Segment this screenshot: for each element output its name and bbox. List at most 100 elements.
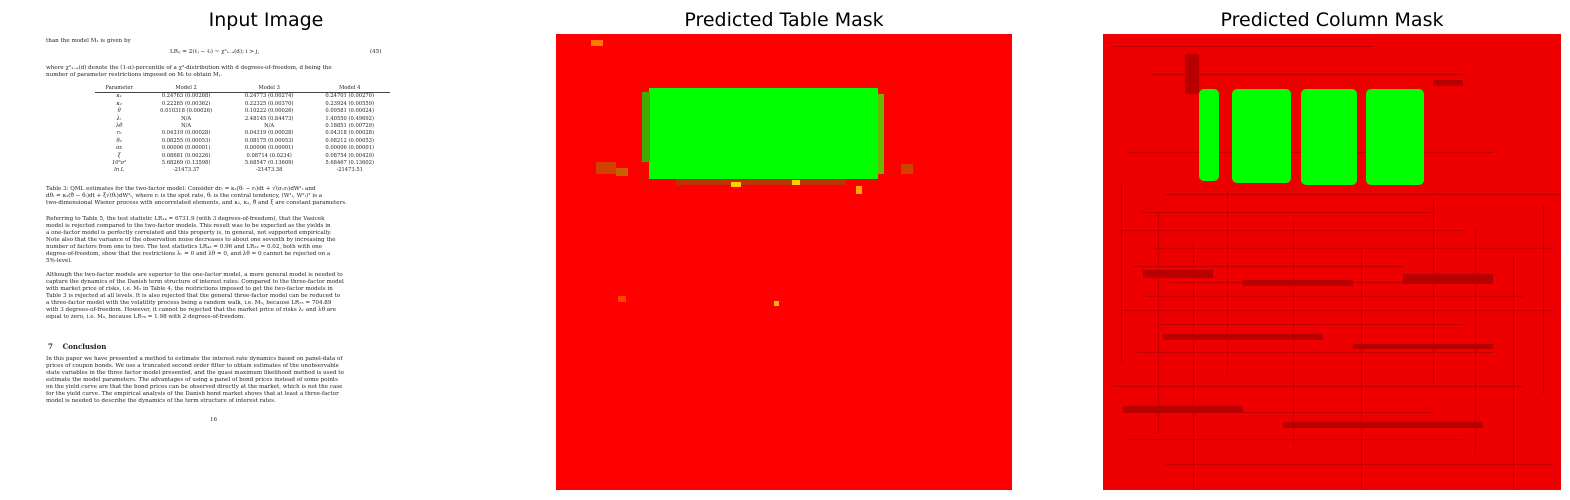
mask-noise-block	[1353, 344, 1493, 349]
table-row: θ₀ 0.08255 (0.00053) 0.08175 (0.00053) 0.08…	[95, 138, 390, 145]
table-cell: 5.68547 (0.13609)	[244, 160, 294, 167]
paragraph-line: with 3 degrees-of-freedom. However, it c…	[46, 307, 337, 313]
table-cell: σε	[115, 145, 123, 152]
paragraph-line: number of factors from one to two. The t…	[46, 244, 323, 250]
table-cell: θ	[117, 108, 121, 115]
table-row: ln L -21473.37 -21473.38 -21473.51	[95, 167, 390, 174]
table-cell: θ₀	[116, 137, 122, 144]
mask-noise	[774, 301, 779, 306]
equation-number: (45)	[370, 49, 382, 55]
mask-noise-block	[1243, 280, 1353, 286]
table-cell: 0.00006 (0.00001)	[325, 145, 375, 152]
paragraph-line: a three-factor model with the volatility…	[46, 300, 332, 306]
mask-noise-line	[1165, 464, 1553, 465]
table-row: λθ N/A N/A 0.18851 (0.00729)	[95, 123, 390, 130]
table-row: κ₁ 0.24763 (0.00268) 0.24773 (0.00274) 0.24…	[95, 93, 390, 101]
mask-noise-line	[1150, 74, 1463, 75]
paragraph-line: degree-of-freedom, show that the restric…	[46, 251, 331, 257]
table-cell: -21473.51	[336, 167, 363, 174]
mask-noise-line	[1433, 198, 1434, 384]
table-row: λᵣ N/A 2.48145 (0.84473) 1.40550 (0.49692)	[95, 116, 390, 123]
paragraph-line: estimate the model parameters. The advan…	[46, 377, 339, 383]
section-heading: 7 Conclusion	[48, 342, 106, 351]
mask-noise	[901, 164, 913, 174]
table-cell: N/A	[264, 123, 275, 130]
table-cell: 0.08754 (0.00429)	[325, 152, 375, 159]
table-cell: 1.40550 (0.49692)	[325, 115, 375, 122]
mask-noise-line	[1361, 249, 1362, 490]
mask-noise	[642, 92, 650, 162]
paragraph-line: In this paper we have presented a method…	[46, 356, 343, 362]
paragraph-line: model is rejected compared to the two-fa…	[46, 223, 331, 229]
column-mask-region-3	[1301, 89, 1357, 185]
mask-noise	[596, 162, 616, 174]
mask-noise	[856, 186, 862, 194]
table-body: κ₁ 0.24763 (0.00268) 0.24773 (0.00274) 0.24…	[95, 93, 390, 175]
table-cell: λᵣ	[116, 115, 122, 122]
table-cell: 5.68467 (0.13602)	[325, 160, 375, 167]
section-title: Conclusion	[62, 342, 107, 351]
mask-noise-line	[1118, 230, 1463, 231]
mask-noise-line	[1293, 220, 1294, 444]
column-mask-title: Predicted Column Mask	[1220, 9, 1444, 31]
paragraph-line: with market price of risks, i.e. M₇ in T…	[46, 286, 333, 292]
table-cell: 0.08255 (0.00053)	[161, 137, 211, 144]
mask-noise-line	[1128, 439, 1463, 440]
mask-noise-line	[1158, 213, 1159, 434]
table-row: ξ 0.08681 (0.00226) 0.08714 (0.0234) 0.0875…	[95, 153, 390, 160]
mask-noise-line	[1164, 194, 1561, 195]
column-mask-region-4	[1366, 89, 1424, 185]
table-header-cell: Model 2	[143, 85, 229, 94]
mask-noise-line	[1146, 296, 1523, 297]
table-cell: -21473.38	[255, 167, 283, 174]
table-cell: 0.10222 (0.00026)	[244, 108, 294, 115]
table-cell: 0.08681 (0.00226)	[161, 152, 211, 159]
mask-noise-block	[1143, 270, 1213, 278]
mask-noise-line	[1543, 205, 1544, 394]
table-mask-title: Predicted Table Mask	[684, 9, 884, 31]
table-cell: 0.22325 (0.00370)	[244, 100, 294, 107]
paragraph-line: Table 3 is rejected at all levels. It is…	[46, 293, 341, 299]
mask-noise	[618, 296, 626, 302]
mask-noise-line	[1141, 212, 1433, 213]
table-cell: N/A	[181, 123, 192, 130]
mask-noise-block	[1403, 274, 1493, 284]
mask-noise-line	[1160, 324, 1463, 325]
input-image-title: Input Image	[208, 9, 324, 31]
column-mask-region-2	[1232, 89, 1291, 183]
table-row: r₀ 0.04319 (0.00028) 0.04319 (0.00028) 0.04…	[95, 130, 390, 137]
table-row: σε 0.00006 (0.00001) 0.00006 (0.00001) 0.00…	[95, 145, 390, 152]
table-cell: 0.23924 (0.00559)	[325, 100, 375, 107]
table-header-row: Parameter Model 2 Model 3 Model 4	[95, 85, 390, 94]
table-cell: 0.08175 (0.00053)	[244, 137, 294, 144]
mask-noise-line	[1132, 266, 1403, 267]
mask-noise-block	[1185, 54, 1199, 94]
table-cell: κ₁	[116, 93, 122, 100]
column-mask-image	[1103, 34, 1561, 490]
table-mask-image	[556, 34, 1012, 490]
paragraph-line: Note also that the variance of the obser…	[46, 237, 336, 243]
table-header-cell: Model 4	[309, 85, 390, 94]
paragraph-line: state variables in the three factor mode…	[46, 370, 344, 376]
table-cell: 0.24773 (0.00274)	[244, 93, 294, 100]
table-cell: 0.22265 (0.00362)	[161, 100, 211, 107]
table-cell: 0.08714 (0.0234)	[246, 152, 292, 159]
mask-noise-line	[1113, 46, 1373, 47]
paragraph-line: Although the two-factor models are super…	[46, 272, 343, 278]
table-header-cell: Model 3	[228, 85, 310, 94]
table-cell: 0.04319 (0.00028)	[161, 130, 211, 137]
table-cell: 0.04318 (0.00028)	[325, 130, 375, 137]
table-cell: ln L	[114, 167, 125, 174]
table-cell: N/A	[181, 115, 192, 122]
mask-noise-line	[1114, 386, 1523, 387]
table-cell: 10³σ²	[111, 160, 127, 167]
mask-noise	[676, 179, 846, 185]
table-mask-region	[649, 88, 878, 179]
paragraph-line: where χ²₁₋ₐ(d) denote the (1-α)-percenti…	[46, 65, 332, 71]
table-cell: 5.68269 (0.13598)	[161, 160, 211, 167]
table-cell: ξ	[117, 152, 121, 159]
mask-noise-line	[1137, 352, 1493, 353]
table-cell: 0.18851 (0.00729)	[325, 123, 375, 130]
table-cell: 0.24701 (0.00270)	[325, 93, 375, 100]
mask-noise-line	[1123, 310, 1553, 311]
